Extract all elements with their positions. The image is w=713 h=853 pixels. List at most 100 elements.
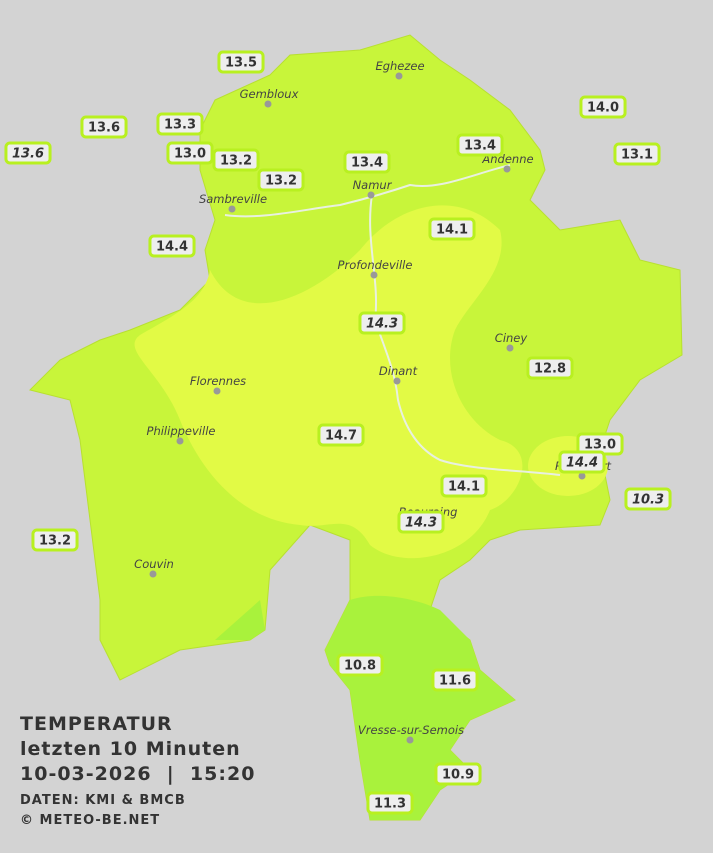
- city-label: Namur: [353, 178, 393, 192]
- station: 13.2: [257, 168, 305, 192]
- cool-zone: [215, 600, 265, 640]
- station-box: [148, 234, 196, 258]
- city-label: Profondeville: [338, 258, 413, 272]
- city-label: Florennes: [190, 374, 246, 388]
- station-value: 14.4: [156, 240, 188, 255]
- station: 10.3: [624, 487, 672, 511]
- station-value: 13.3: [164, 118, 196, 133]
- city-label: Vresse-sur-Semois: [358, 723, 464, 737]
- station-box: [217, 50, 265, 74]
- station: 13.2: [31, 528, 79, 552]
- station-box: [613, 142, 661, 166]
- cities: EghezeeGemblouxAndenneNamurSambrevillePr…: [134, 59, 612, 744]
- station-box: [257, 168, 305, 192]
- station-box: [4, 141, 52, 165]
- station-value: 14.3: [366, 317, 398, 332]
- station-box: [440, 474, 488, 498]
- city-label: Ciney: [495, 331, 528, 345]
- station-value: 11.6: [439, 674, 471, 689]
- stations: 13.5 13.6 13.3 13.0 13.2 13.2 13.4 13.4 14.0 13.1…: [4, 50, 672, 815]
- station-value: 13.2: [265, 174, 297, 189]
- station-value: 13.4: [464, 139, 496, 154]
- station-value: 13.1: [621, 148, 653, 163]
- city-dot: [149, 570, 157, 578]
- station-box: [358, 311, 406, 335]
- station-value: 14.3: [405, 516, 437, 531]
- station: 14.3: [397, 510, 445, 534]
- city-label: Couvin: [134, 557, 174, 571]
- cool-zone: [325, 595, 515, 820]
- station-value: 13.2: [39, 534, 71, 549]
- station-value: 13.6: [12, 147, 44, 162]
- station-box: [366, 791, 414, 815]
- station: 13.0: [166, 141, 214, 165]
- station-value: 13.6: [88, 121, 120, 136]
- station: 13.2: [212, 148, 260, 172]
- station-box: [579, 95, 627, 119]
- station: 10.9: [434, 762, 482, 786]
- station: 11.3: [366, 791, 414, 815]
- city-dot: [264, 100, 272, 108]
- station-value: 10.9: [442, 768, 474, 783]
- station-box: [428, 217, 476, 241]
- city-label: Dinant: [379, 364, 418, 378]
- source: DATEN: KMI & BMCB: [20, 793, 186, 808]
- station-box: [343, 150, 391, 174]
- station-box: [526, 356, 574, 380]
- city-label: Sambreville: [199, 192, 267, 206]
- station-box: [624, 487, 672, 511]
- station: 13.3: [156, 112, 204, 136]
- station-box: [317, 423, 365, 447]
- city-dot: [393, 377, 401, 385]
- station-value: 14.0: [587, 101, 619, 116]
- station: 11.6: [431, 668, 479, 692]
- timestamp: 10-03-2026 | 15:20: [20, 763, 255, 785]
- city-dot: [370, 271, 378, 279]
- station-box: [336, 653, 384, 677]
- city-label: Eghezee: [375, 59, 424, 73]
- station-box: [31, 528, 79, 552]
- station-value: 14.1: [448, 480, 480, 495]
- station: 14.4: [558, 450, 606, 474]
- city-dot: [578, 472, 586, 480]
- city-dot: [228, 205, 236, 213]
- station-value: 13.5: [225, 56, 257, 71]
- station: 13.6: [4, 141, 52, 165]
- station-box: [431, 668, 479, 692]
- station-value: 13.0: [584, 438, 616, 453]
- station: 13.6: [80, 115, 128, 139]
- station: 13.4: [456, 133, 504, 157]
- station-value: 12.8: [534, 362, 566, 377]
- city-label: Gembloux: [240, 87, 299, 101]
- city-dot: [506, 344, 514, 352]
- station: 14.4: [148, 234, 196, 258]
- city-dot: [367, 191, 375, 199]
- station-value: 10.3: [632, 493, 664, 508]
- station: 10.8: [336, 653, 384, 677]
- city-label: Philippeville: [147, 424, 216, 438]
- station-box: [80, 115, 128, 139]
- station-box: [456, 133, 504, 157]
- station-box: [166, 141, 214, 165]
- station-box: [397, 510, 445, 534]
- station-box: [434, 762, 482, 786]
- city-dot: [176, 437, 184, 445]
- station-box: [156, 112, 204, 136]
- station: 14.1: [440, 474, 488, 498]
- station-value: 13.2: [220, 154, 252, 169]
- title: TEMPERATUR: [20, 713, 173, 735]
- station-value: 10.8: [344, 659, 376, 674]
- station-value: 14.1: [436, 223, 468, 238]
- station: 13.1: [613, 142, 661, 166]
- warm-zone: [134, 205, 523, 559]
- city-dot: [395, 72, 403, 80]
- station-value: 14.4: [566, 456, 598, 471]
- station: 12.8: [526, 356, 574, 380]
- city-dot: [213, 387, 221, 395]
- city-dot: [503, 165, 511, 173]
- station: 14.1: [428, 217, 476, 241]
- copyright: © METEO-BE.NET: [20, 813, 160, 828]
- station-box: [558, 450, 606, 474]
- station-value: 13.0: [174, 147, 206, 162]
